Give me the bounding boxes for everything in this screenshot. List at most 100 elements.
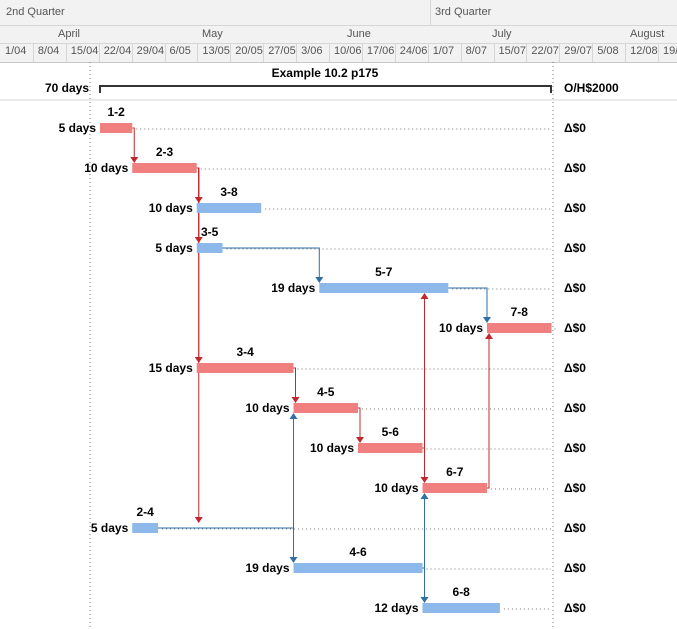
- day-divider: [361, 43, 363, 62]
- dependency-link[interactable]: [448, 287, 488, 318]
- link-arrowhead-icon: [420, 493, 429, 499]
- dependency-link[interactable]: [422, 447, 425, 478]
- day-divider: [394, 43, 396, 62]
- dependency-link[interactable]: [422, 298, 425, 449]
- task-name-label: 7-8: [511, 305, 529, 319]
- task-duration-label: 5 days: [91, 521, 129, 535]
- task-bar[interactable]: [487, 323, 552, 333]
- dependency-link[interactable]: [422, 498, 425, 569]
- task-name-label: 3-5: [201, 225, 219, 239]
- link-arrowhead-icon: [420, 477, 429, 483]
- day-divider: [164, 43, 166, 62]
- day-divider: [658, 43, 659, 62]
- dependency-link[interactable]: [358, 407, 361, 438]
- task-bar[interactable]: [100, 123, 133, 133]
- dependency-link[interactable]: [222, 247, 320, 278]
- day-divider: [98, 43, 100, 62]
- day-divider: [131, 43, 133, 62]
- link-arrowhead-icon: [289, 413, 298, 419]
- task-bar[interactable]: [422, 603, 500, 613]
- task-duration-label: 10 days: [149, 201, 193, 215]
- task-duration-label: 5 days: [155, 241, 193, 255]
- summary-duration: 70 days: [45, 81, 89, 95]
- day-label: 19/08: [663, 45, 677, 57]
- day-label: 15/04: [70, 45, 99, 57]
- task-bar[interactable]: [293, 563, 423, 573]
- task-bar[interactable]: [319, 283, 449, 293]
- task-bar[interactable]: [132, 163, 197, 173]
- day-label: 1/07: [432, 45, 455, 57]
- day-divider: [230, 43, 232, 62]
- task-bar[interactable]: [132, 523, 159, 533]
- dependency-link[interactable]: [196, 167, 200, 518]
- task-duration-label: 10 days: [439, 321, 483, 335]
- day-divider: [460, 43, 462, 62]
- month-label: May: [202, 28, 223, 40]
- task-bar[interactable]: [196, 243, 223, 253]
- dependency-link[interactable]: [422, 567, 425, 598]
- task-cost-label: Δ$0: [564, 161, 586, 175]
- tier-divider: [0, 25, 677, 26]
- day-label: 24/06: [399, 45, 428, 57]
- task-cost-label: Δ$0: [564, 281, 586, 295]
- link-arrowhead-icon: [130, 157, 139, 163]
- task-bar[interactable]: [422, 483, 488, 493]
- day-divider: [197, 43, 199, 62]
- link-arrowhead-icon: [356, 437, 364, 443]
- task-name-label: 1-2: [107, 105, 125, 119]
- task-cost-label: Δ$0: [564, 201, 586, 215]
- month-label: April: [58, 28, 81, 40]
- quarter-label: 3rd Quarter: [435, 6, 492, 18]
- task-name-label: 4-5: [317, 385, 335, 399]
- task-name-label: 6-7: [446, 465, 464, 479]
- task-cost-label: Δ$0: [564, 321, 586, 335]
- task-duration-label: 10 days: [310, 441, 354, 455]
- day-label: 22/07: [531, 45, 559, 57]
- day-divider: [493, 43, 495, 62]
- day-label: 12/08: [630, 45, 658, 57]
- dependency-link[interactable]: [293, 367, 296, 398]
- day-label: 1/04: [5, 45, 27, 57]
- task-duration-label: 19 days: [271, 281, 315, 295]
- day-divider: [329, 43, 330, 62]
- task-cost-label: Δ$0: [564, 121, 586, 135]
- dependency-link[interactable]: [158, 527, 294, 558]
- day-label: 17/06: [366, 45, 395, 57]
- task-bar[interactable]: [293, 403, 359, 413]
- day-label: 13/05: [202, 45, 230, 57]
- dependency-link[interactable]: [158, 418, 294, 529]
- task-cost-label: Δ$0: [564, 361, 586, 375]
- dependency-link[interactable]: [132, 127, 135, 158]
- day-divider: [263, 43, 265, 62]
- task-bar[interactable]: [358, 443, 423, 453]
- day-label: 29/07: [564, 45, 592, 57]
- task-cost-label: Δ$0: [564, 601, 586, 615]
- link-arrowhead-icon: [483, 317, 491, 323]
- task-bar[interactable]: [196, 363, 294, 373]
- task-name-label: 5-7: [375, 265, 393, 279]
- quarter-label: 2nd Quarter: [6, 6, 65, 18]
- task-name-label: 2-3: [156, 145, 174, 159]
- link-arrowhead-icon: [289, 557, 298, 563]
- task-name-label: 5-6: [382, 425, 400, 439]
- task-duration-label: 10 days: [245, 401, 289, 415]
- task-name-label: 2-4: [136, 505, 154, 519]
- task-duration-label: 10 days: [84, 161, 128, 175]
- link-arrowhead-icon: [291, 397, 300, 403]
- summary-bar[interactable]: [99, 85, 552, 93]
- day-label: 15/07: [498, 45, 527, 57]
- task-bar[interactable]: [196, 203, 262, 213]
- task-duration-label: 19 days: [245, 561, 289, 575]
- dependency-link[interactable]: [487, 338, 490, 489]
- month-label: July: [492, 28, 512, 40]
- month-label: August: [630, 28, 665, 40]
- link-arrowhead-icon: [420, 293, 429, 299]
- day-label: 3/06: [301, 45, 323, 57]
- day-divider: [427, 43, 429, 62]
- task-name-label: 4-6: [349, 545, 367, 559]
- task-duration-label: 12 days: [374, 601, 418, 615]
- task-duration-label: 10 days: [374, 481, 418, 495]
- day-label: 27/05: [268, 45, 296, 57]
- link-arrowhead-icon: [194, 517, 203, 523]
